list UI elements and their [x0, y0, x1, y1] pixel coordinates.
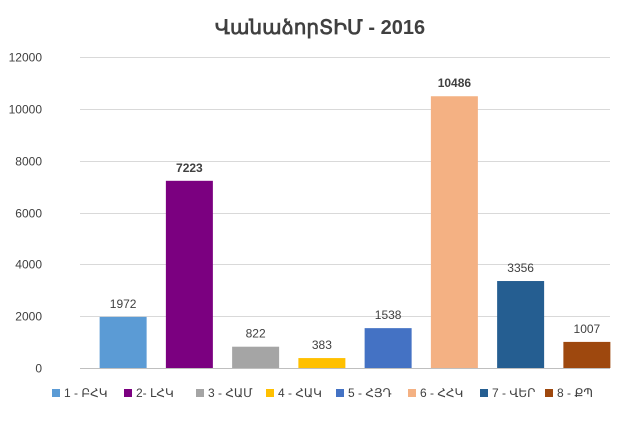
- data-label: 822: [246, 327, 266, 341]
- data-label: 7223: [176, 161, 203, 175]
- y-tick-label: 6000: [15, 207, 42, 221]
- legend-label: 7 - ՎԵՐ: [492, 386, 536, 400]
- legend-swatch: [336, 389, 344, 397]
- legend-label: 8 - ՔՊ: [557, 386, 593, 400]
- bar: [563, 341, 611, 368]
- data-label: 383: [312, 338, 332, 352]
- legend-item: 5 - ՀՅԴ: [336, 386, 392, 400]
- bar: [99, 316, 147, 368]
- legend-item: 8 - ՔՊ: [545, 386, 593, 400]
- legend-item: 3 - ՀԱՄ: [196, 386, 253, 400]
- legend: 1 - ԲՀԿ 2- ԼՀԿ 3 - ՀԱՄ 4 - ՀԱԿ 5 - ՀՅԴ 6 - ՀՀ…: [52, 386, 593, 400]
- y-tick-label: 8000: [15, 155, 42, 169]
- legend-swatch: [480, 389, 488, 397]
- bar: [497, 281, 545, 368]
- data-label: 1538: [375, 308, 402, 322]
- legend-item: 2- ԼՀԿ: [124, 386, 174, 400]
- legend-swatch: [266, 389, 274, 397]
- legend-label: 1 - ԲՀԿ: [64, 386, 108, 400]
- legend-swatch: [124, 389, 132, 397]
- y-tick-label: 4000: [15, 258, 42, 272]
- bar: [298, 358, 346, 368]
- bar: [364, 328, 412, 368]
- chart-title: ՎանաձորՏԻՄ - 2016: [215, 17, 425, 39]
- legend-item: 7 - ՎԵՐ: [480, 386, 536, 400]
- legend-label: 4 - ՀԱԿ: [278, 386, 322, 400]
- y-tick-label: 2000: [15, 310, 42, 324]
- bar: [430, 96, 478, 369]
- legend-swatch: [408, 389, 416, 397]
- data-label: 10486: [438, 76, 472, 90]
- data-labels: 1972 7223 822 383 1538 10486 3356 1007: [110, 76, 601, 352]
- legend-item: 1 - ԲՀԿ: [52, 386, 108, 400]
- y-tick-label: 10000: [9, 103, 43, 117]
- bar: [165, 180, 213, 368]
- bar: [232, 346, 280, 368]
- y-tick-label: 0: [35, 362, 42, 376]
- legend-item: 6 - ՀՀԿ: [408, 386, 463, 400]
- bars: [99, 96, 611, 369]
- legend-swatch: [545, 389, 553, 397]
- data-label: 1972: [110, 297, 137, 311]
- legend-swatch: [52, 389, 60, 397]
- y-tick-label: 12000: [9, 51, 43, 65]
- legend-item: 4 - ՀԱԿ: [266, 386, 322, 400]
- legend-label: 3 - ՀԱՄ: [208, 386, 253, 400]
- y-axis: 0 2000 4000 6000 8000 10000 12000: [9, 51, 43, 376]
- legend-swatch: [196, 389, 204, 397]
- data-label: 3356: [507, 261, 534, 275]
- legend-label: 2- ԼՀԿ: [136, 386, 174, 400]
- data-label: 1007: [574, 322, 601, 336]
- legend-label: 5 - ՀՅԴ: [348, 386, 392, 400]
- legend-label: 6 - ՀՀԿ: [420, 386, 463, 400]
